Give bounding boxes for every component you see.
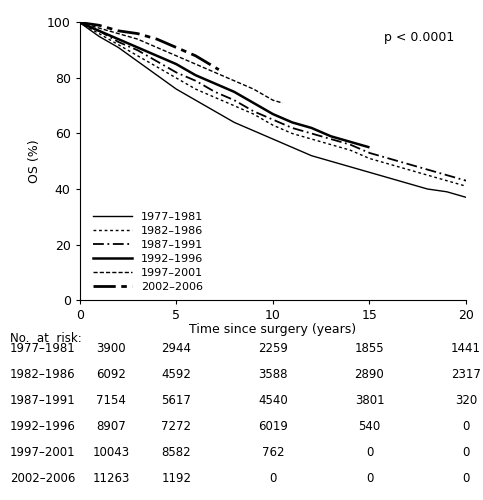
Text: 2944: 2944	[161, 342, 191, 355]
Text: 1987–1991: 1987–1991	[10, 394, 75, 407]
Text: 0: 0	[462, 446, 470, 460]
Text: No.  at  risk:: No. at risk:	[10, 332, 82, 345]
Text: 0: 0	[462, 472, 470, 486]
Text: 7272: 7272	[161, 420, 191, 434]
Text: 3588: 3588	[258, 368, 288, 382]
Text: 5617: 5617	[161, 394, 191, 407]
Text: 1192: 1192	[161, 472, 191, 486]
Text: 540: 540	[358, 420, 381, 434]
Text: 2317: 2317	[451, 368, 481, 382]
Text: 10043: 10043	[93, 446, 129, 460]
Legend: 1977–1981, 1982–1986, 1987–1991, 1992–1996, 1997–2001, 2002–2006: 1977–1981, 1982–1986, 1987–1991, 1992–19…	[93, 212, 203, 292]
Text: 2002–2006: 2002–2006	[10, 472, 75, 486]
Text: 320: 320	[455, 394, 477, 407]
Text: 0: 0	[366, 472, 373, 486]
Y-axis label: OS (%): OS (%)	[28, 140, 41, 183]
Text: 8907: 8907	[96, 420, 126, 434]
Text: 3900: 3900	[96, 342, 126, 355]
Text: 0: 0	[462, 420, 470, 434]
Text: 0: 0	[366, 446, 373, 460]
Text: 1855: 1855	[355, 342, 384, 355]
Text: 1977–1981: 1977–1981	[10, 342, 75, 355]
Text: 3801: 3801	[355, 394, 384, 407]
Text: 1992–1996: 1992–1996	[10, 420, 75, 434]
Text: 11263: 11263	[92, 472, 130, 486]
Text: Time since surgery (years): Time since surgery (years)	[189, 322, 356, 336]
Text: 0: 0	[269, 472, 277, 486]
Text: 7154: 7154	[96, 394, 126, 407]
Text: p < 0.0001: p < 0.0001	[384, 31, 455, 44]
Text: 1997–2001: 1997–2001	[10, 446, 75, 460]
Text: 2259: 2259	[258, 342, 288, 355]
Text: 762: 762	[262, 446, 284, 460]
Text: 6019: 6019	[258, 420, 288, 434]
Text: 2890: 2890	[355, 368, 384, 382]
Text: 8582: 8582	[161, 446, 191, 460]
Text: 4540: 4540	[258, 394, 288, 407]
Text: 1982–1986: 1982–1986	[10, 368, 75, 382]
Text: 1441: 1441	[451, 342, 481, 355]
Text: 6092: 6092	[96, 368, 126, 382]
Text: 4592: 4592	[161, 368, 191, 382]
